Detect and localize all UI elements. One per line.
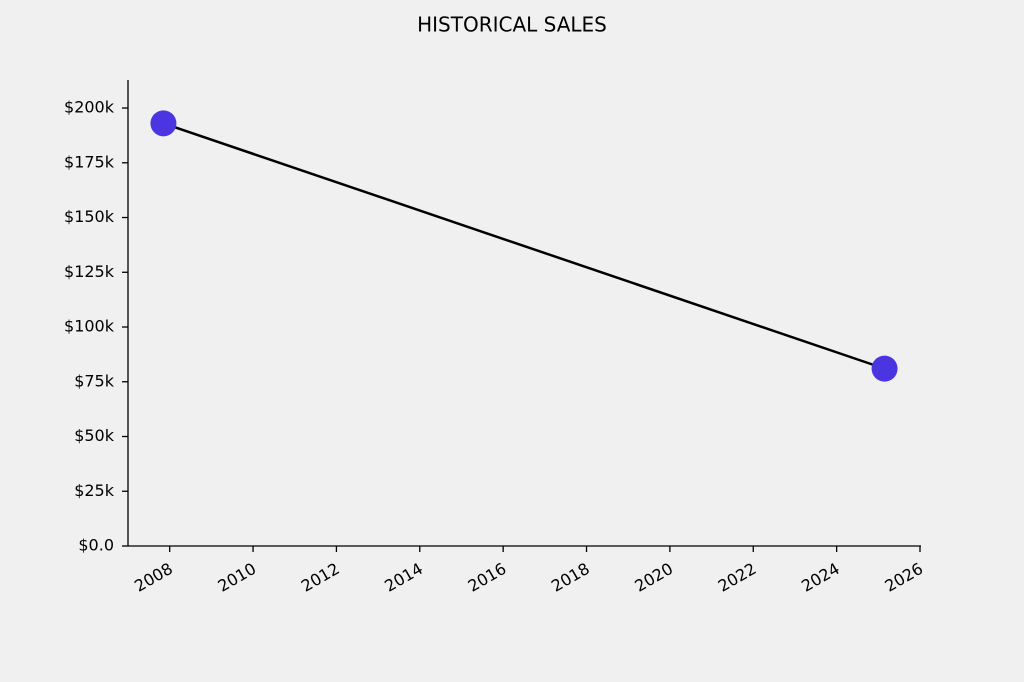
y-tick-label: $175k bbox=[64, 152, 115, 171]
y-tick-label: $150k bbox=[64, 207, 115, 226]
y-tick-label: $200k bbox=[64, 98, 115, 117]
point bbox=[871, 355, 898, 382]
point bbox=[150, 110, 177, 137]
y-tick-label: $0.0 bbox=[78, 536, 114, 555]
y-tick-label: $100k bbox=[64, 317, 115, 336]
line bbox=[163, 122, 885, 370]
y-tick-label: $25k bbox=[74, 481, 115, 500]
y-tick-label: $75k bbox=[74, 371, 115, 390]
chart-title: HISTORICAL SALES bbox=[417, 13, 607, 37]
y-tick-label: $125k bbox=[64, 262, 115, 281]
y-tick-label: $50k bbox=[74, 426, 115, 445]
